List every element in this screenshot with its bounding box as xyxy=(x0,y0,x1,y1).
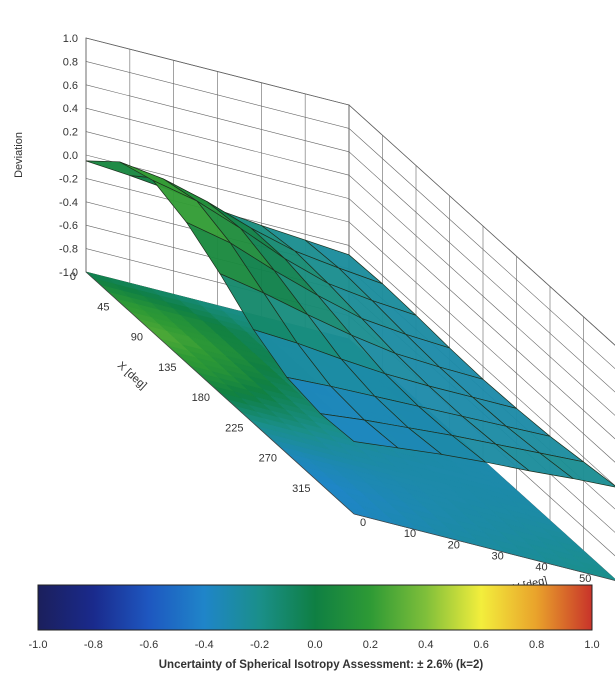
y-tick-label: 20 xyxy=(448,539,460,551)
colorbar-tick-label: -0.6 xyxy=(139,639,158,651)
colorbar-caption: Uncertainty of Spherical Isotropy Assess… xyxy=(159,659,484,671)
z-tick-label: -0.2 xyxy=(59,173,78,185)
x-tick-label: 180 xyxy=(192,392,210,404)
z-tick-label: -0.6 xyxy=(59,220,78,232)
colorbar-tick-label: -0.8 xyxy=(84,639,103,651)
z-tick-label: 1.0 xyxy=(63,33,78,45)
colorbar-tick-label: 0.0 xyxy=(307,639,322,651)
y-tick-label: 10 xyxy=(404,528,416,540)
colorbar-tick-label: -0.2 xyxy=(250,639,269,651)
colorbar-tick-label: 0.8 xyxy=(529,639,544,651)
z-tick-label: -0.8 xyxy=(59,244,78,256)
z-tick-label: -0.4 xyxy=(59,197,78,209)
x-axis-label: X [deg] xyxy=(115,360,149,392)
colorbar-tick-label: 0.4 xyxy=(418,639,433,651)
colorbar-tick-label: 0.2 xyxy=(363,639,378,651)
colorbar-tick-label: -0.4 xyxy=(195,639,214,651)
z-tick-label: 0.0 xyxy=(63,150,78,162)
colorbar xyxy=(37,584,593,631)
z-tick-label: -1.0 xyxy=(59,267,78,279)
y-tick-label: 40 xyxy=(535,562,547,574)
y-tick-label: 30 xyxy=(492,551,504,563)
z-tick-label: 0.8 xyxy=(63,56,78,68)
colorbar-tick-label: 1.0 xyxy=(584,639,599,651)
x-tick-label: 135 xyxy=(158,362,176,374)
floor-cell xyxy=(587,568,615,581)
x-tick-label: 0 xyxy=(70,271,76,283)
x-tick-label: 225 xyxy=(225,422,243,434)
y-tick-label: 0 xyxy=(360,517,366,529)
z-tick-label: 0.4 xyxy=(63,103,78,115)
z-axis-label: Deviation xyxy=(13,132,25,178)
x-tick-label: 315 xyxy=(292,483,310,495)
axis-line-x xyxy=(85,271,355,515)
z-tick-label: 0.6 xyxy=(63,80,78,92)
x-tick-label: 270 xyxy=(259,453,277,465)
colorbar-tick-label: 0.6 xyxy=(474,639,489,651)
x-tick-label: 45 xyxy=(97,301,109,313)
axis-line-y xyxy=(353,513,615,581)
surface-patch xyxy=(319,413,399,449)
z-tick-label: 0.2 xyxy=(63,127,78,139)
surface-mesh xyxy=(85,160,615,488)
x-tick-label: 90 xyxy=(131,332,143,344)
y-tick-label: 50 xyxy=(579,573,591,585)
colorbar-tick-label: -1.0 xyxy=(29,639,48,651)
